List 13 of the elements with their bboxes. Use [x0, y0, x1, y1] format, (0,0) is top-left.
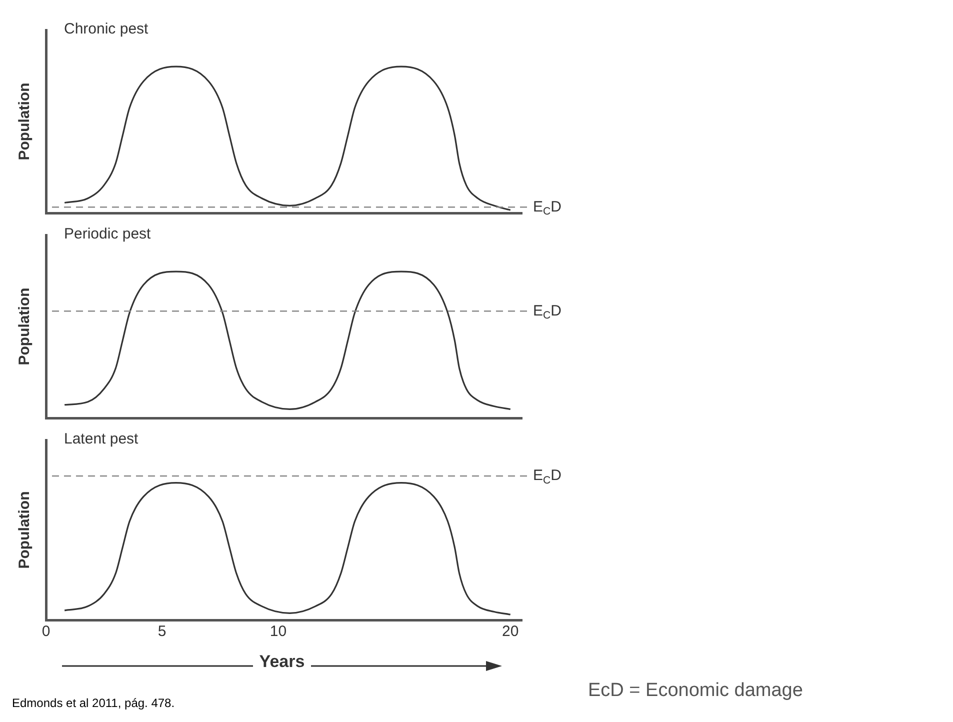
- x-tick-label: 10: [270, 623, 287, 640]
- chart-title: Latent pest: [64, 430, 140, 448]
- x-tick-label: 20: [502, 623, 519, 640]
- y-axis-title: Population: [16, 82, 34, 160]
- chart-title: Periodic pest: [64, 226, 152, 243]
- chart-title: Chronic pest: [64, 20, 150, 38]
- x-axis-title: Years: [253, 652, 311, 671]
- text: EcD = Economic damage: [588, 680, 803, 702]
- y-axis-title: Population: [16, 491, 34, 569]
- x-tick-label: 5: [158, 623, 166, 640]
- text: Edmonds et al 2011, pág. 478.: [12, 696, 175, 710]
- y-axis-title: Population: [16, 288, 34, 366]
- x-tick-label: 0: [42, 623, 50, 640]
